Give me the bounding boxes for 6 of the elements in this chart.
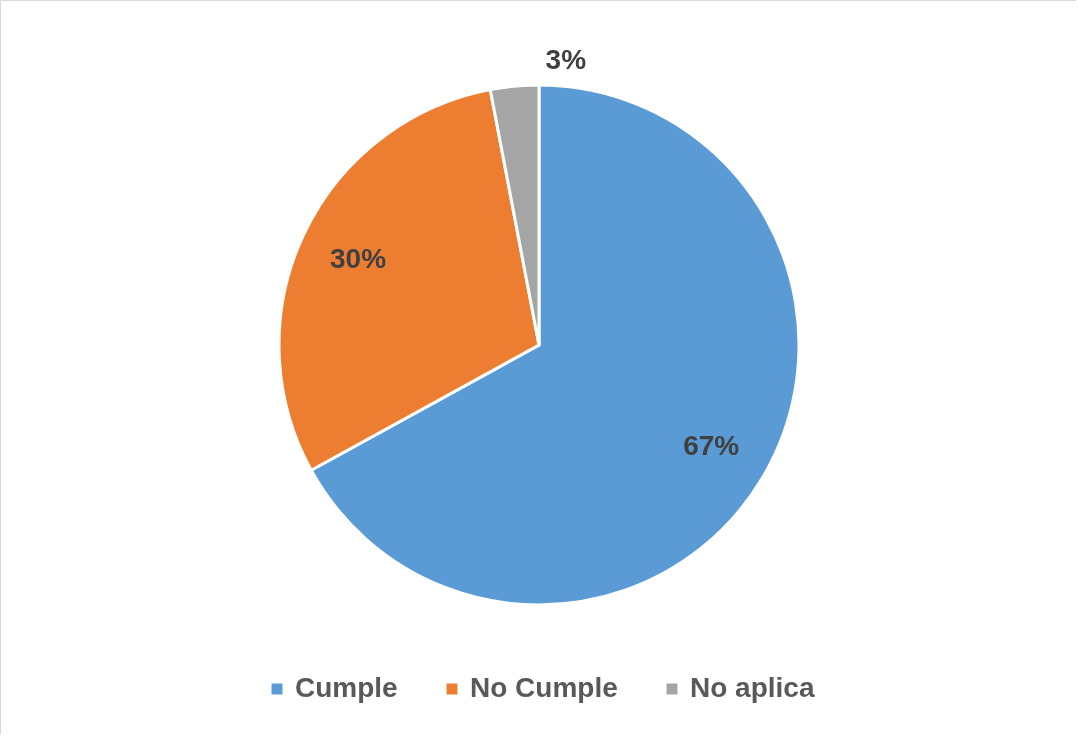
- data-label: 67%: [683, 429, 740, 461]
- legend-label: No Cumple: [470, 672, 618, 703]
- legend-label: Cumple: [295, 672, 398, 703]
- data-label: 3%: [545, 44, 587, 76]
- legend-label: No aplica: [690, 672, 815, 703]
- data-label: 30%: [330, 242, 387, 274]
